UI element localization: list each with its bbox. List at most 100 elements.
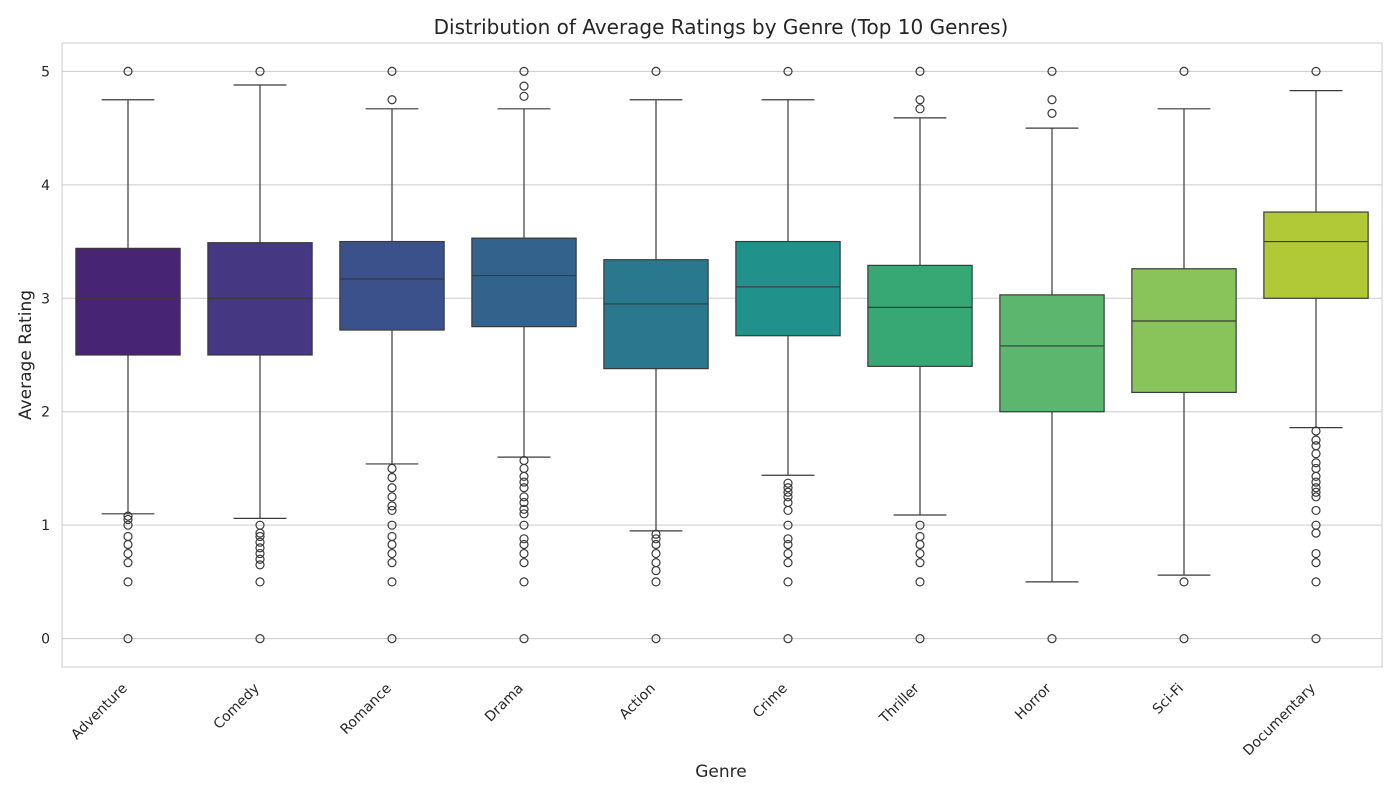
outlier-point bbox=[387, 520, 397, 530]
outlier-point bbox=[519, 497, 529, 508]
outlier-point bbox=[1311, 435, 1321, 445]
outlier-point bbox=[255, 634, 265, 644]
outlier-point bbox=[255, 554, 265, 564]
outlier-point bbox=[519, 91, 529, 101]
iqr-box bbox=[339, 240, 445, 331]
y-tick-label: 1 bbox=[41, 518, 50, 534]
iqr-box bbox=[867, 264, 973, 367]
outlier-point bbox=[123, 548, 133, 559]
outlier-point bbox=[123, 66, 133, 76]
outlier-point bbox=[519, 520, 529, 530]
y-tick-label: 5 bbox=[41, 64, 50, 80]
outliers-layer bbox=[123, 66, 1321, 644]
outlier-point bbox=[387, 505, 397, 516]
outlier-point bbox=[1047, 95, 1057, 105]
outlier-point bbox=[915, 104, 925, 114]
outlier-point bbox=[651, 634, 661, 644]
outlier-point bbox=[783, 492, 793, 502]
outlier-point bbox=[519, 477, 529, 487]
outlier-point bbox=[1311, 458, 1321, 468]
x-axis-label: Genre bbox=[695, 762, 746, 782]
box-group-romance bbox=[339, 108, 445, 465]
box-group-action bbox=[603, 99, 709, 532]
outlier-point bbox=[387, 95, 397, 105]
outlier-point bbox=[1047, 634, 1057, 644]
outlier-point bbox=[651, 565, 661, 576]
y-tick-label: 4 bbox=[41, 178, 50, 194]
outlier-point bbox=[915, 539, 925, 550]
outlier-point bbox=[387, 483, 397, 493]
outlier-point bbox=[651, 534, 661, 544]
outlier-point bbox=[519, 504, 529, 514]
outlier-point bbox=[387, 472, 397, 483]
outlier-point bbox=[1311, 471, 1321, 481]
box-group-comedy bbox=[207, 84, 313, 519]
y-axis-label: Average Rating bbox=[16, 290, 36, 420]
outlier-point bbox=[255, 537, 265, 547]
outlier-point bbox=[387, 548, 397, 559]
outlier-point bbox=[1179, 634, 1189, 644]
outlier-point bbox=[255, 528, 265, 538]
outlier-point bbox=[651, 577, 661, 587]
box-group-sci-fi bbox=[1131, 108, 1237, 576]
box-group-thriller bbox=[867, 117, 973, 516]
outlier-point bbox=[387, 558, 397, 568]
outlier-point bbox=[783, 577, 793, 587]
box-group-horror bbox=[999, 127, 1105, 583]
outlier-point bbox=[519, 634, 529, 644]
outlier-point bbox=[387, 492, 397, 502]
outlier-point bbox=[123, 511, 133, 521]
outlier-point bbox=[1311, 483, 1321, 493]
y-tick-label: 0 bbox=[41, 632, 50, 648]
box-group-crime bbox=[735, 99, 841, 476]
outlier-point bbox=[387, 634, 397, 644]
outlier-point bbox=[123, 539, 133, 550]
chart-title: Distribution of Average Ratings by Genre… bbox=[434, 15, 1009, 39]
outlier-point bbox=[783, 478, 793, 488]
outlier-point bbox=[915, 577, 925, 587]
outlier-point bbox=[1311, 492, 1321, 502]
outlier-point bbox=[783, 505, 793, 516]
outlier-point bbox=[1311, 558, 1321, 568]
outlier-point bbox=[1047, 108, 1057, 118]
iqr-box bbox=[999, 294, 1105, 413]
outlier-point bbox=[519, 539, 529, 550]
iqr-box bbox=[75, 247, 181, 356]
box-group-adventure bbox=[75, 99, 181, 515]
outlier-point bbox=[783, 487, 793, 497]
outlier-point bbox=[1311, 477, 1321, 487]
y-tick-label: 3 bbox=[41, 291, 50, 307]
outlier-point bbox=[1311, 528, 1321, 538]
plot-frame bbox=[61, 42, 1383, 668]
outlier-point bbox=[783, 634, 793, 644]
outlier-point bbox=[1311, 505, 1321, 516]
outlier-point bbox=[255, 531, 265, 542]
outlier-point bbox=[1179, 66, 1189, 76]
outlier-point bbox=[519, 471, 529, 481]
outlier-point bbox=[519, 577, 529, 587]
outlier-point bbox=[783, 483, 793, 493]
outlier-point bbox=[387, 501, 397, 511]
outlier-point bbox=[915, 520, 925, 530]
outlier-point bbox=[915, 558, 925, 568]
outlier-point bbox=[1311, 487, 1321, 497]
outlier-point bbox=[255, 543, 265, 553]
y-tick-label: 2 bbox=[41, 405, 50, 421]
outlier-point bbox=[915, 95, 925, 105]
outlier-point bbox=[915, 66, 925, 76]
outlier-point bbox=[123, 514, 133, 525]
outlier-point bbox=[783, 520, 793, 530]
outlier-point bbox=[651, 529, 661, 539]
outlier-point bbox=[255, 577, 265, 587]
outlier-point bbox=[1311, 449, 1321, 459]
outlier-point bbox=[1311, 548, 1321, 559]
outlier-point bbox=[783, 548, 793, 559]
outlier-point bbox=[519, 509, 529, 519]
outlier-point bbox=[783, 66, 793, 76]
iqr-box bbox=[735, 240, 841, 337]
boxes-layer bbox=[75, 84, 1369, 583]
outlier-point bbox=[783, 558, 793, 568]
